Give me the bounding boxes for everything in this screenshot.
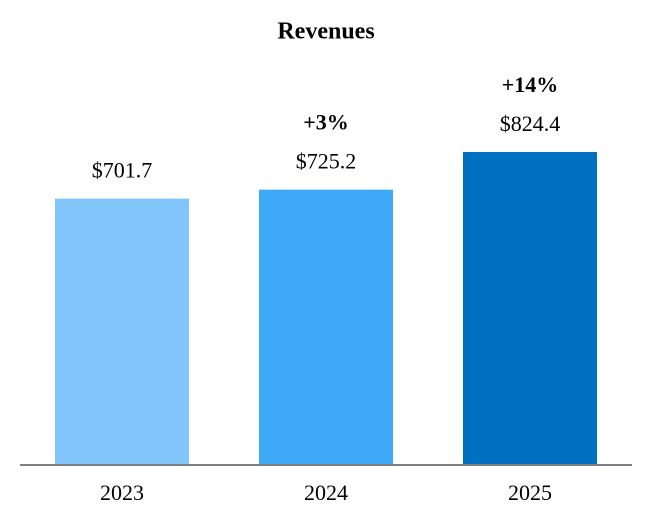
value-label: $701.7 [92,158,153,183]
growth-label: +3% [303,110,349,135]
chart-title: Revenues [277,19,374,45]
growth-label: +14% [502,72,559,97]
value-label: $824.4 [500,111,561,136]
bar [55,198,189,465]
x-tick-label: 2023 [100,480,144,505]
bar [259,189,393,465]
x-tick-label: 2025 [508,480,552,505]
bar [463,152,597,465]
x-tick-label: 2024 [304,480,348,505]
value-label: $725.2 [296,149,357,174]
